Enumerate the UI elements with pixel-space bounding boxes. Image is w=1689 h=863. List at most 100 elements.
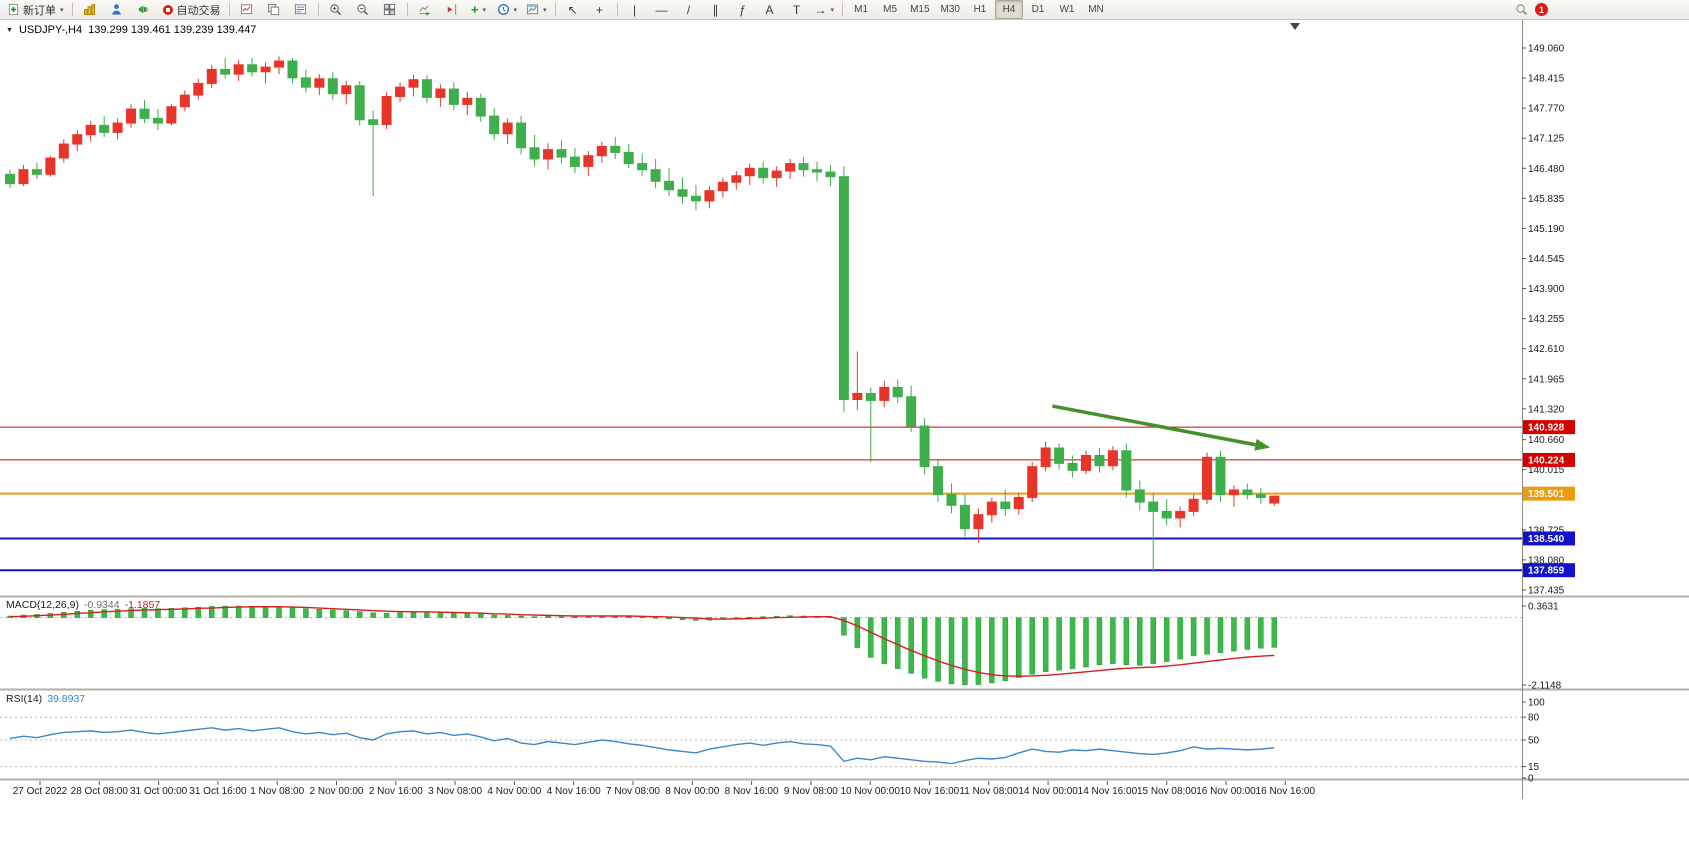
candle-up: [233, 64, 244, 75]
arrow-objects-icon: →: [814, 2, 827, 17]
candle-down: [1134, 489, 1145, 503]
trend-arrow-line[interactable]: [1052, 404, 1256, 447]
price-tick-label: 143.900: [1528, 284, 1565, 295]
chart-title: ▼ USDJPY-,H4 139.299 139.461 139.239 139…: [6, 24, 256, 36]
timeframe-button-m30[interactable]: M30: [940, 4, 960, 15]
candle-down: [327, 78, 338, 95]
macd-histogram-bar: [1042, 617, 1049, 673]
candle-down: [1067, 462, 1078, 471]
autotrading-button[interactable]: 自动交易: [158, 0, 225, 19]
macd-histogram-bar: [962, 617, 968, 686]
zoom-out-icon: [357, 4, 369, 16]
macd-histogram-bar: [558, 616, 565, 618]
chart-shift-button[interactable]: [439, 0, 465, 19]
new-chart-icon: [240, 4, 253, 15]
price-tick-label: 138.080: [1528, 555, 1565, 566]
autotrading-label: 自动交易: [176, 4, 221, 17]
price-tick-label: 145.835: [1528, 194, 1565, 205]
macd-main-value: -0.9344: [83, 599, 120, 611]
price-tick-label: 141.320: [1528, 404, 1565, 415]
timeframe-button-m1[interactable]: M1: [854, 4, 869, 15]
macd-histogram-bar: [101, 609, 107, 618]
candle-down: [812, 169, 822, 173]
macd-histogram-bar: [262, 606, 269, 618]
candle-up: [502, 122, 513, 135]
chevron-down-icon: ▾: [513, 6, 518, 14]
zoom-in-button[interactable]: [323, 0, 349, 19]
fibonacci-icon: ƒ: [739, 2, 746, 17]
candle-down: [892, 386, 903, 398]
time-axis-label: 28 Oct 08:00: [71, 786, 129, 797]
trend-arrow-head[interactable]: [1254, 438, 1271, 451]
alerts-button[interactable]: [131, 0, 157, 19]
text-label-button[interactable]: T: [784, 0, 810, 19]
candle-up: [785, 163, 796, 172]
crosshair-button[interactable]: +: [587, 0, 613, 19]
timeframe-button-m15[interactable]: M15: [910, 4, 930, 15]
price-tick-label: 138.725: [1528, 525, 1565, 536]
one-click-collapse-icon[interactable]: ▼: [6, 26, 13, 34]
vertical-line-button[interactable]: |: [622, 0, 648, 19]
timeframe-button-w1[interactable]: W1: [1059, 4, 1075, 15]
time-axis-label: 14 Nov 00:00: [1018, 786, 1078, 797]
candle-down: [1161, 510, 1172, 519]
fibonacci-button[interactable]: ƒ: [730, 0, 756, 19]
time-axis-label: 8 Nov 16:00: [725, 786, 779, 797]
horizontal-line-button[interactable]: —: [649, 0, 675, 19]
chart-shift-marker[interactable]: [1290, 23, 1300, 30]
text-button[interactable]: A: [757, 0, 783, 19]
price-tick-label: 149.060: [1528, 44, 1565, 55]
toolbar-separator: [406, 3, 408, 16]
candle-up: [435, 88, 446, 98]
zoom-out-button[interactable]: [350, 0, 376, 19]
channel-button[interactable]: ∥: [703, 0, 729, 19]
timeframe-button-d1[interactable]: D1: [1031, 4, 1045, 15]
candle-up: [852, 392, 863, 401]
time-axis-label: 2 Nov 16:00: [369, 786, 423, 797]
search-icon[interactable]: [1515, 3, 1528, 16]
macd-histogram-bar: [1083, 617, 1089, 668]
rsi-line: [9, 727, 1275, 765]
candle-down: [919, 425, 930, 468]
auto-scroll-icon: [419, 5, 431, 16]
macd-histogram-bar: [1271, 617, 1278, 648]
price-line-label-bg: [1523, 563, 1575, 578]
navigator-button[interactable]: [104, 0, 130, 19]
cursor-button[interactable]: ↖: [560, 0, 586, 19]
price-tick-label: 144.545: [1528, 254, 1565, 265]
timeframe-button-m5[interactable]: M5: [883, 4, 898, 15]
price-tick-label: 140.660: [1528, 435, 1565, 446]
market-watch-button[interactable]: [77, 0, 103, 19]
chart-list-button[interactable]: [288, 0, 314, 19]
candle-down: [933, 466, 944, 496]
timeframe-button-h1[interactable]: H1: [973, 4, 987, 15]
notification-badge[interactable]: 1: [1535, 3, 1548, 16]
timeframe-button-mn[interactable]: MN: [1088, 4, 1104, 15]
arrows-button[interactable]: → ▾: [811, 0, 839, 19]
time-axis-label: 11 Nov 08:00: [959, 786, 1018, 797]
indicators-button[interactable]: + ▾: [466, 0, 492, 19]
candle-down: [1242, 489, 1253, 496]
auto-scroll-button[interactable]: [412, 0, 438, 19]
candle-up: [771, 170, 782, 179]
tile-windows-button[interactable]: [377, 0, 403, 19]
candle-down: [1215, 456, 1226, 496]
candle-down: [139, 108, 150, 119]
new-chart-button[interactable]: [234, 0, 260, 19]
templates-button[interactable]: ▾: [522, 0, 551, 19]
candle-up: [1027, 466, 1038, 498]
macd-tick-label: 0.3631: [1528, 602, 1559, 613]
macd-histogram-bar: [1231, 617, 1237, 652]
candle-down: [690, 195, 701, 202]
profiles-button[interactable]: [261, 0, 287, 19]
macd-tick-label: -2.1148: [1528, 681, 1562, 692]
new-order-button[interactable]: 新订单 ▾: [3, 0, 68, 19]
macd-histogram-bar: [289, 607, 296, 618]
timeframe-button-h4[interactable]: H4: [994, 0, 1023, 19]
macd-histogram-bar: [921, 617, 928, 679]
periods-button[interactable]: ▾: [493, 0, 522, 19]
trendline-button[interactable]: /: [676, 0, 702, 19]
price-tick-label: 146.480: [1528, 164, 1565, 175]
macd-histogram-bar: [1177, 617, 1183, 660]
